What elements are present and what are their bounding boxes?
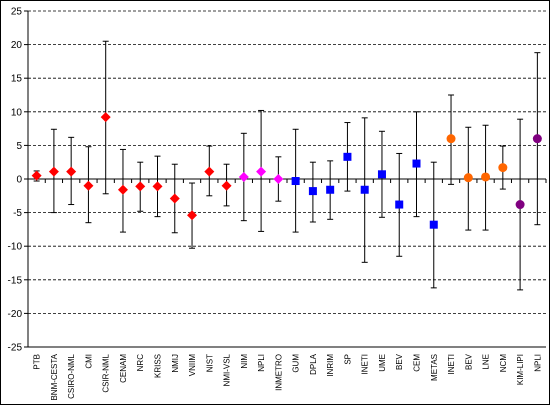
data-point-circle	[532, 134, 542, 144]
data-point-diamond	[256, 166, 267, 177]
y-tick-label: 5	[16, 141, 22, 152]
data-point-square	[308, 187, 317, 196]
data-point-square	[412, 159, 421, 168]
data-point-diamond	[221, 180, 232, 191]
x-tick-label: NPLI	[257, 354, 266, 372]
data-point-diamond	[152, 181, 163, 192]
x-tick-label: METAS	[430, 354, 439, 381]
data-point-diamond	[83, 180, 94, 191]
x-tick-label: INETI	[447, 354, 456, 374]
y-tick-label: -10	[8, 242, 23, 253]
data-point-square	[377, 170, 386, 179]
x-tick-label: PTB	[33, 354, 42, 370]
data-point-circle	[498, 163, 508, 173]
y-tick-label: -25	[8, 343, 23, 354]
data-point-square	[429, 220, 438, 229]
x-tick-label: INRIM	[326, 354, 335, 377]
x-tick-label: CSIR-NML	[102, 353, 111, 392]
x-tick-label: BEV	[395, 353, 404, 370]
x-tick-label: NIM	[240, 354, 249, 369]
data-point-diamond	[100, 112, 111, 123]
x-tick-label: NCM	[499, 354, 508, 373]
data-point-circle	[463, 173, 473, 183]
axes	[24, 10, 547, 348]
data-markers	[31, 112, 542, 229]
x-tick-label: INETI	[361, 354, 370, 374]
data-point-diamond	[169, 193, 180, 204]
y-tick-label: 10	[11, 107, 23, 118]
data-point-square	[360, 185, 369, 194]
data-point-diamond	[187, 210, 198, 221]
x-tick-label: INMETRO	[274, 354, 283, 391]
x-tick-label: VNIIM	[188, 354, 197, 377]
x-tick-label: SP	[343, 354, 352, 365]
x-tick-label: DPLA	[309, 353, 318, 375]
x-tick-label: CENAM	[119, 354, 128, 383]
x-tick-label: BNM-CESTA	[50, 353, 59, 400]
data-point-diamond	[117, 184, 128, 195]
x-tick-label: GUM	[292, 354, 301, 373]
x-tick-label: NPLI	[533, 354, 542, 372]
y-tick-label: 25	[11, 7, 23, 18]
y-tick-label: -5	[13, 208, 22, 219]
y-tick-label: 15	[11, 74, 23, 85]
data-point-square	[395, 200, 404, 209]
x-tick-label: NRC	[136, 354, 145, 372]
x-tick-label: CMI	[84, 354, 93, 369]
x-tick-labels: PTB BNM-CESTA CSIRO-NML CMI CSIR-NML CENAM NRC…	[33, 353, 543, 400]
y-tick-labels: -25 -20 -15 -10 -5 0 5 10 15 20 25	[8, 7, 23, 354]
x-tick-label: BEV	[464, 353, 473, 370]
x-tick-label: NMIJ	[171, 354, 180, 373]
data-point-diamond	[273, 174, 284, 184]
data-point-diamond	[204, 166, 215, 177]
data-point-square	[291, 177, 300, 186]
data-point-diamond	[31, 170, 42, 181]
x-tick-label: NMI-VSL	[223, 353, 232, 386]
data-point-diamond	[238, 171, 249, 182]
y-tick-label: -20	[8, 309, 23, 320]
data-point-diamond	[135, 181, 146, 192]
data-point-diamond	[66, 166, 77, 177]
y-tick-label: -15	[8, 275, 23, 286]
x-tick-label: CSIRO-NML	[67, 353, 76, 398]
data-point-circle	[515, 200, 525, 210]
data-point-circle	[481, 172, 491, 182]
grid-lines	[28, 10, 546, 314]
data-point-circle	[446, 134, 456, 144]
y-tick-label: 0	[16, 175, 22, 186]
x-tick-label: CEM	[413, 354, 422, 372]
x-tick-label: NIST	[205, 354, 214, 372]
x-tick-label: UME	[378, 354, 387, 372]
data-point-square	[343, 152, 352, 161]
x-tick-label: LNE	[482, 354, 491, 370]
data-point-square	[326, 185, 335, 194]
y-tick-label: 20	[11, 40, 23, 51]
data-point-diamond	[48, 166, 59, 177]
x-tick-label: KRISS	[154, 354, 163, 378]
x-tick-label: KIM-LIPI	[516, 354, 525, 385]
